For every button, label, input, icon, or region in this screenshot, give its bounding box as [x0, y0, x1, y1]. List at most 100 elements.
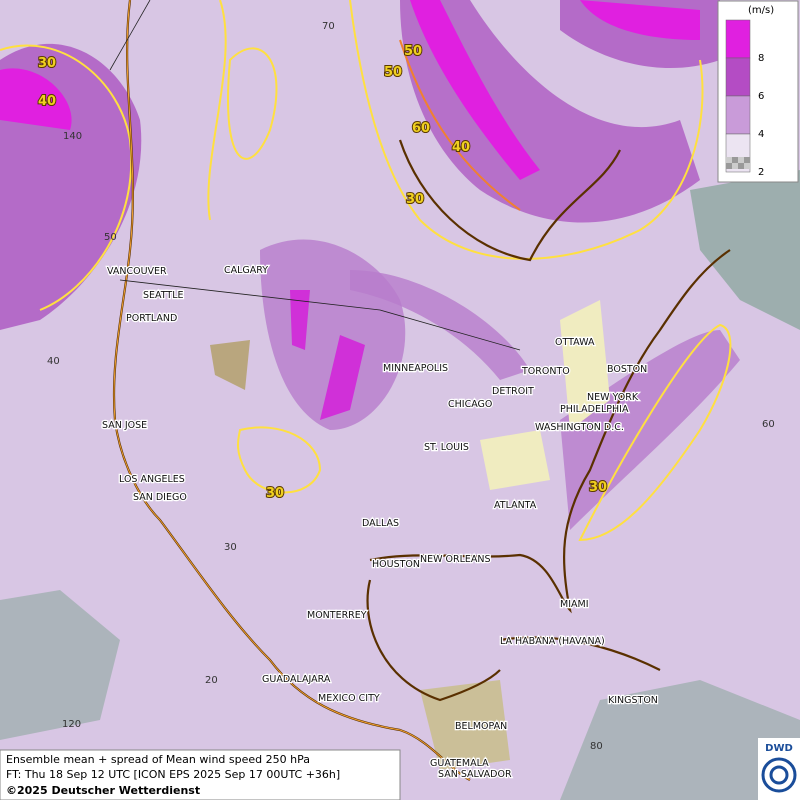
contour-label: 30	[589, 480, 607, 495]
city-label: NEW ORLEANS	[420, 554, 491, 565]
city-label: GUADALAJARA	[262, 674, 331, 685]
city-label: PORTLAND	[126, 313, 177, 324]
legend-swatch	[732, 157, 738, 163]
terrain	[210, 340, 250, 390]
city-label: MIAMI	[560, 599, 589, 610]
contour-label: 30	[266, 486, 284, 501]
grid-label: 80	[590, 741, 603, 752]
city-label: LA HABANA (HAVANA)	[500, 636, 605, 647]
city-label: VANCOUVER	[107, 266, 167, 277]
city-label: CHICAGO	[448, 399, 492, 410]
legend-items: 8 6 4 2	[725, 19, 764, 178]
contour-label: 40	[452, 140, 470, 155]
city-label: SAN SALVADOR	[438, 769, 512, 780]
city-label: ST. LOUIS	[424, 442, 469, 453]
city-label: BOSTON	[607, 364, 647, 375]
city-label: GUATEMALA	[430, 758, 489, 769]
city-label: SAN JOSE	[102, 420, 147, 431]
legend-swatch	[738, 163, 744, 169]
terrain	[560, 300, 610, 430]
legend-swatch	[744, 163, 750, 169]
contour	[227, 47, 278, 160]
city-labels: VANCOUVER CALGARY SEATTLE PORTLAND MINNEAPOL…	[101, 264, 659, 782]
border	[109, 0, 151, 71]
grid-label: 40	[47, 356, 60, 367]
sea-area	[0, 590, 120, 740]
city-label: CALGARY	[224, 265, 268, 276]
grid-label: 120	[62, 719, 81, 730]
legend-swatch	[725, 57, 751, 97]
spread-area	[560, 330, 740, 530]
logo-icon	[761, 757, 797, 793]
grid-label: 30	[224, 542, 237, 553]
city-label: OTTAWA	[555, 337, 595, 348]
legend-unit: (m/s)	[748, 5, 774, 16]
contour-label: 40	[38, 94, 56, 109]
city-label: SAN DIEGO	[133, 492, 187, 503]
contour	[237, 426, 322, 494]
city-label: MONTERREY	[307, 610, 367, 621]
contour-label: 30	[406, 192, 424, 207]
coastline	[113, 0, 471, 781]
spread-area	[290, 290, 365, 420]
footer-text: FT: Thu 18 Sep 12 UTC [ICON EPS 2025 Sep…	[6, 768, 340, 781]
spread-area	[580, 0, 700, 40]
city-label: ATLANTA	[494, 500, 537, 511]
city-label: KINGSTON	[608, 695, 658, 706]
sea-area	[690, 170, 800, 330]
city-label: MINNEAPOLIS	[383, 363, 448, 374]
grid-label: 50	[104, 232, 117, 243]
legend: (m/s) 8 6 4 2	[717, 0, 799, 183]
grid-label: 60	[762, 419, 775, 430]
legend-swatch	[732, 163, 738, 169]
city-label: DETROIT	[492, 386, 534, 397]
spread-area	[410, 0, 540, 180]
spread-area	[0, 68, 72, 130]
city-label: WASHINGTON D.C.	[535, 422, 624, 433]
contour	[578, 323, 732, 542]
spread-area	[350, 270, 530, 380]
terrain	[420, 680, 510, 770]
legend-label: 4	[758, 129, 764, 140]
legend-swatch	[738, 157, 744, 163]
contour-label: 30	[38, 56, 56, 71]
grid-label: 70	[322, 21, 335, 32]
contour	[207, 0, 227, 221]
logo-icon	[769, 765, 789, 785]
legend-label: 6	[758, 91, 764, 102]
terrain	[480, 430, 550, 490]
city-label: HOUSTON	[372, 559, 420, 570]
legend-label: 2	[758, 167, 764, 178]
legend-swatch	[725, 95, 751, 135]
city-label: DALLAS	[362, 518, 399, 529]
legend-swatch	[726, 157, 732, 163]
city-label: LOS ANGELES	[119, 474, 185, 485]
contour-label: 50	[404, 44, 422, 59]
border	[119, 279, 521, 351]
contour-label: 60	[412, 121, 430, 136]
sea-area	[560, 680, 800, 800]
city-label: BELMOPAN	[455, 721, 507, 732]
logo-text: DWD	[765, 743, 793, 754]
coastline	[369, 249, 731, 614]
city-label: MEXICO CITY	[318, 693, 380, 704]
city-label: SEATTLE	[143, 290, 184, 301]
grid-label: 140	[63, 131, 82, 142]
city-label: NEW YORK	[587, 392, 639, 403]
coastline	[398, 139, 621, 262]
spread-area	[400, 0, 700, 223]
coastline	[366, 579, 501, 702]
footer-text: Ensemble mean + spread of Mean wind spee…	[6, 753, 310, 766]
grid-label: 20	[205, 675, 218, 686]
footer-text: ©2025 Deutscher Wetterdienst	[6, 784, 200, 797]
contour	[399, 39, 521, 211]
legend-label: 8	[758, 53, 764, 64]
city-label: PHILADELPHIA	[560, 404, 629, 415]
legend-swatch	[725, 19, 751, 59]
coastline	[499, 636, 661, 671]
contour-label: 50	[384, 65, 402, 80]
legend-swatch	[744, 157, 750, 163]
legend-swatch	[726, 163, 732, 169]
